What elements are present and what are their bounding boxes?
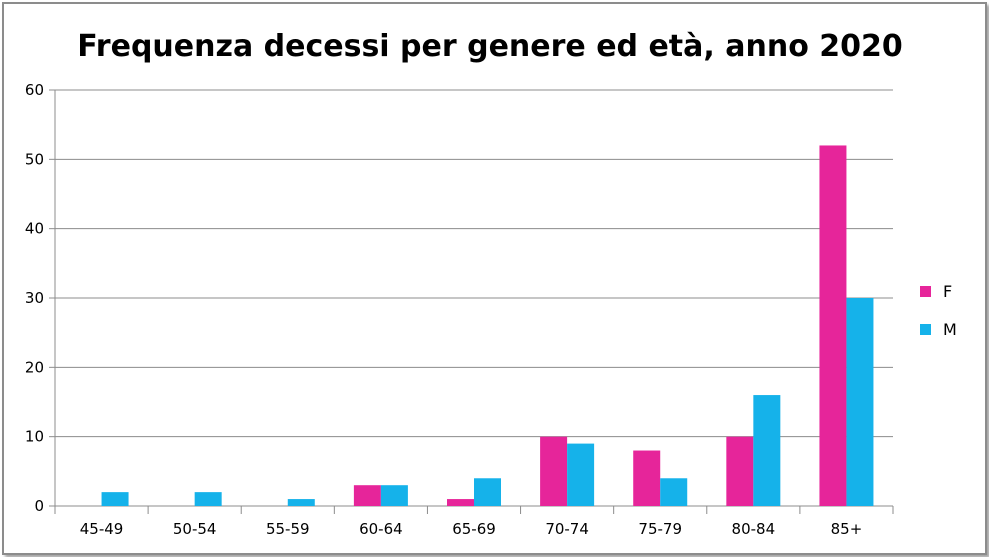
x-tick-label: 85+: [831, 520, 863, 538]
y-tick-label: 20: [25, 358, 44, 376]
x-tick-label: 60-64: [359, 520, 403, 538]
x-tick-labels: 45-49 50-54 55-59 60-64 65-69 70-74 75-79 80-84…: [80, 520, 863, 538]
bars: [101, 145, 874, 506]
x-tick-label: 45-49: [80, 520, 124, 538]
legend-swatch-F: [920, 286, 931, 297]
bar-M-65-69: [474, 478, 501, 506]
bar-F-85+: [819, 145, 847, 506]
chart-title: Frequenza decessi per genere ed età, ann…: [77, 29, 903, 64]
x-tick-label: 75-79: [638, 520, 682, 538]
y-tick-label: 60: [25, 81, 44, 99]
bar-M-60-64: [380, 485, 408, 506]
y-tick-label: 50: [25, 150, 44, 168]
y-tick-label: 0: [34, 497, 44, 515]
y-tick-label: 40: [25, 220, 44, 238]
x-tick-label: 50-54: [173, 520, 217, 538]
bar-F-70-74: [540, 436, 568, 506]
x-tick-label: 65-69: [452, 520, 496, 538]
y-tick-label: 30: [25, 289, 44, 307]
legend: FM: [920, 282, 957, 339]
bar-F-60-64: [353, 485, 381, 506]
legend-label-M: M: [943, 320, 957, 339]
bar-M-85+: [846, 298, 874, 506]
x-tick-label: 70-74: [545, 520, 589, 538]
bar-M-55-59: [287, 499, 315, 506]
bar-M-45-49: [101, 492, 129, 506]
legend-swatch-M: [920, 324, 931, 335]
bar-F-75-79: [633, 450, 661, 506]
bar-M-75-79: [660, 478, 688, 506]
x-tick-label: 80-84: [732, 520, 776, 538]
x-tick-label: 55-59: [266, 520, 310, 538]
bar-M-50-54: [194, 492, 222, 506]
bar-M-80-84: [753, 395, 781, 506]
y-tick-labels: 0 10 20 30 40 50 60: [25, 81, 44, 515]
bar-F-80-84: [726, 436, 754, 506]
legend-label-F: F: [943, 282, 952, 301]
y-tick-label: 10: [25, 428, 44, 446]
bar-F-65-69: [447, 499, 474, 506]
bar-M-70-74: [567, 443, 595, 506]
